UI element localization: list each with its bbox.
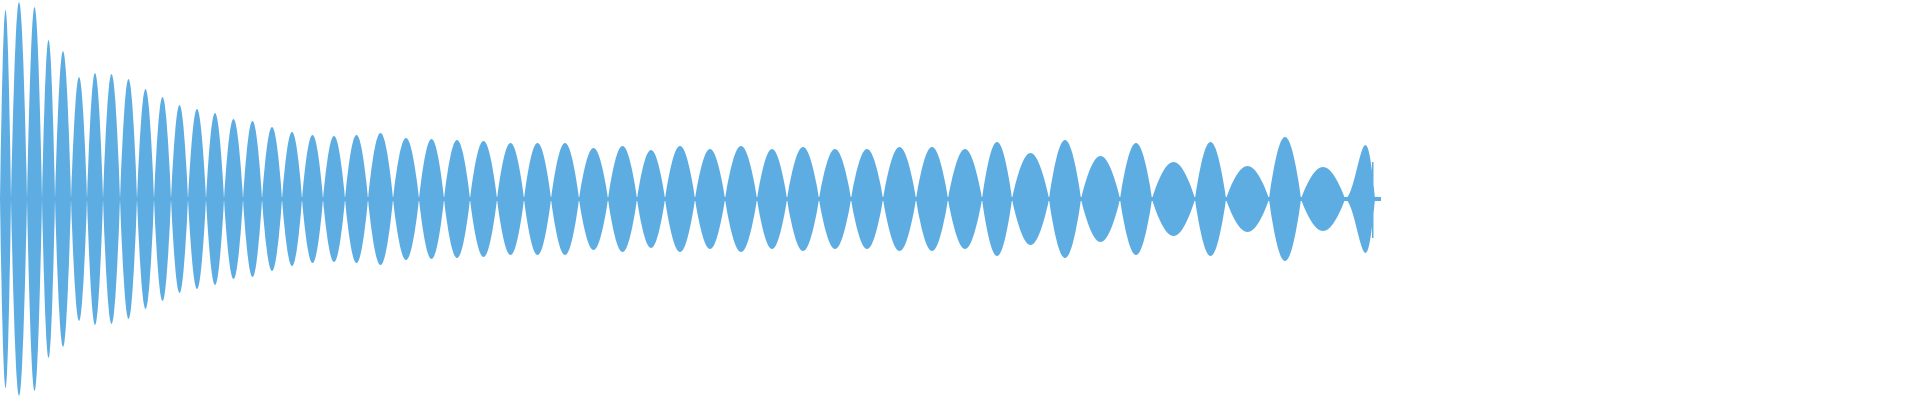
waveform-tail-spike <box>1372 162 1374 238</box>
waveform-lobe <box>393 138 419 260</box>
waveform-lobe <box>608 146 637 252</box>
waveform-lobe <box>637 150 665 248</box>
waveform-lobe <box>323 136 345 262</box>
waveform-lobe <box>282 132 302 266</box>
waveform-lobe <box>470 141 497 257</box>
waveform-lobe <box>1120 143 1152 255</box>
waveform-lobe <box>883 147 916 251</box>
waveform-lobe <box>11 2 27 396</box>
waveform-lobe <box>1049 140 1081 258</box>
waveform-lobe <box>916 147 948 251</box>
waveform-lobe <box>42 40 55 358</box>
waveform-lobe <box>982 142 1012 256</box>
waveform-lobe <box>948 149 982 249</box>
waveform-lobe <box>1269 137 1301 261</box>
waveform-lobe <box>27 7 42 391</box>
waveform-lobe <box>497 143 524 255</box>
waveform-lobe <box>757 149 787 249</box>
waveform-lobe <box>55 51 71 347</box>
waveform-lobe <box>171 105 188 293</box>
waveform-lobe <box>665 146 695 252</box>
waveform-lobes <box>0 2 1381 396</box>
waveform-lobe <box>120 79 137 319</box>
waveform-lobe <box>368 133 393 265</box>
waveform-lobe <box>262 127 282 271</box>
waveform-lobe <box>819 149 851 249</box>
waveform-lobe <box>1301 167 1345 231</box>
waveform-lobe <box>345 135 368 263</box>
waveform-lobe <box>103 74 120 324</box>
waveform-lobe <box>1012 153 1049 245</box>
waveform-lobe <box>188 109 206 289</box>
waveform-lobe <box>154 97 171 301</box>
waveform-lobe <box>787 147 819 251</box>
waveform-lobe <box>851 149 883 249</box>
waveform-lobe <box>551 143 579 255</box>
waveform-lobe <box>444 140 470 258</box>
waveform-lobe <box>579 148 608 250</box>
waveform-lobe <box>302 135 323 263</box>
waveform-lobe <box>695 149 725 249</box>
waveform-lobe <box>0 10 11 388</box>
waveform-lobe <box>1152 162 1195 236</box>
waveform-lobe <box>87 73 103 325</box>
waveform-lobe <box>71 77 87 321</box>
waveform-lobe <box>206 113 224 285</box>
waveform-lobe <box>1345 145 1375 253</box>
waveform-lobe <box>725 146 757 252</box>
waveform-lobe <box>224 119 243 279</box>
waveform-lobe <box>1226 166 1269 232</box>
waveform-lobe <box>243 121 262 277</box>
waveform-lobe <box>137 89 154 309</box>
waveform-lobe <box>419 139 444 259</box>
waveform-lobe <box>1195 142 1226 256</box>
waveform-lobe <box>1081 156 1120 242</box>
waveform-lobe <box>524 143 551 255</box>
